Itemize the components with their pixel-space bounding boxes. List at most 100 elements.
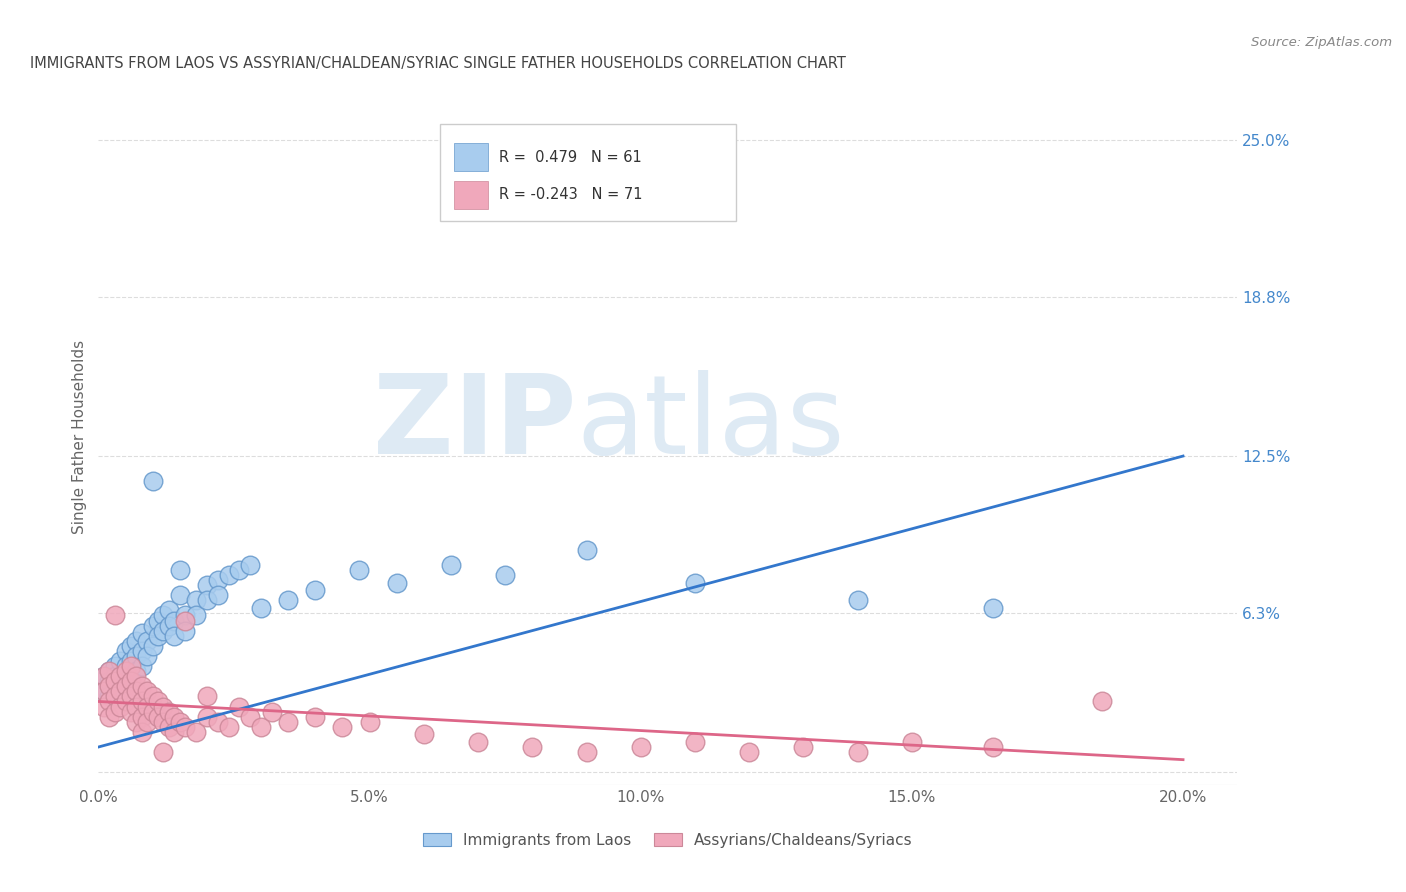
Point: [184, 608, 207, 623]
Point: [120, 669, 142, 683]
FancyBboxPatch shape: [440, 124, 737, 221]
Point: [218, 568, 240, 582]
Point: [163, 629, 186, 643]
Text: R =  0.479   N = 61: R = 0.479 N = 61: [499, 150, 643, 165]
Point: [239, 558, 262, 572]
Point: [169, 563, 191, 577]
Point: [207, 588, 229, 602]
Point: [93, 684, 115, 698]
Point: [683, 575, 706, 590]
Text: Source: ZipAtlas.com: Source: ZipAtlas.com: [1251, 36, 1392, 49]
Point: [108, 699, 131, 714]
Point: [108, 684, 131, 698]
Point: [163, 709, 186, 723]
Point: [228, 699, 250, 714]
Point: [120, 639, 142, 653]
Point: [385, 575, 408, 590]
Point: [98, 709, 121, 723]
Point: [184, 593, 207, 607]
Point: [467, 158, 489, 172]
Point: [174, 608, 197, 623]
Point: [142, 690, 165, 704]
Point: [304, 709, 326, 723]
Point: [250, 600, 273, 615]
Point: [522, 739, 544, 754]
Point: [120, 705, 142, 719]
Point: [136, 633, 159, 648]
Point: [174, 624, 197, 638]
Point: [131, 659, 153, 673]
Point: [575, 745, 598, 759]
FancyBboxPatch shape: [454, 181, 488, 209]
Point: [131, 626, 153, 640]
Point: [630, 739, 652, 754]
Point: [157, 705, 180, 719]
Point: [114, 659, 136, 673]
Point: [494, 568, 516, 582]
Point: [163, 724, 186, 739]
Point: [163, 614, 186, 628]
Point: [104, 608, 127, 623]
Point: [152, 745, 174, 759]
Point: [142, 639, 165, 653]
Point: [114, 694, 136, 708]
FancyBboxPatch shape: [454, 144, 488, 171]
Point: [93, 669, 115, 683]
Point: [104, 690, 127, 704]
Point: [104, 659, 127, 673]
Point: [228, 563, 250, 577]
Point: [114, 664, 136, 678]
Point: [239, 709, 262, 723]
Point: [195, 593, 218, 607]
Point: [125, 699, 148, 714]
Point: [146, 614, 169, 628]
Point: [131, 709, 153, 723]
Point: [152, 714, 174, 729]
Point: [136, 648, 159, 663]
Y-axis label: Single Father Households: Single Father Households: [72, 340, 87, 534]
Point: [260, 705, 283, 719]
Legend: Immigrants from Laos, Assyrians/Chaldeans/Syriacs: Immigrants from Laos, Assyrians/Chaldean…: [418, 827, 918, 854]
Point: [98, 664, 121, 678]
Point: [250, 720, 273, 734]
Point: [146, 694, 169, 708]
Point: [93, 669, 115, 683]
Point: [104, 690, 127, 704]
Point: [98, 664, 121, 678]
Point: [120, 654, 142, 668]
Point: [136, 699, 159, 714]
Point: [846, 593, 869, 607]
Point: [125, 684, 148, 698]
Point: [277, 593, 299, 607]
Point: [108, 654, 131, 668]
Point: [131, 679, 153, 693]
Point: [125, 714, 148, 729]
Point: [169, 588, 191, 602]
Point: [104, 674, 127, 689]
Point: [104, 705, 127, 719]
Point: [125, 633, 148, 648]
Point: [114, 644, 136, 658]
Point: [114, 679, 136, 693]
Point: [347, 563, 370, 577]
Point: [120, 690, 142, 704]
Point: [152, 699, 174, 714]
Point: [575, 542, 598, 557]
Point: [152, 624, 174, 638]
Point: [304, 583, 326, 598]
Point: [157, 603, 180, 617]
Text: IMMIGRANTS FROM LAOS VS ASSYRIAN/CHALDEAN/SYRIAC SINGLE FATHER HOUSEHOLDS CORREL: IMMIGRANTS FROM LAOS VS ASSYRIAN/CHALDEA…: [30, 56, 846, 71]
Point: [131, 644, 153, 658]
Point: [792, 739, 814, 754]
Point: [218, 720, 240, 734]
Point: [142, 705, 165, 719]
Point: [108, 684, 131, 698]
Point: [98, 694, 121, 708]
Point: [207, 573, 229, 587]
Point: [108, 669, 131, 683]
Point: [683, 735, 706, 749]
Point: [901, 735, 924, 749]
Point: [981, 600, 1004, 615]
Point: [157, 720, 180, 734]
Point: [157, 618, 180, 632]
